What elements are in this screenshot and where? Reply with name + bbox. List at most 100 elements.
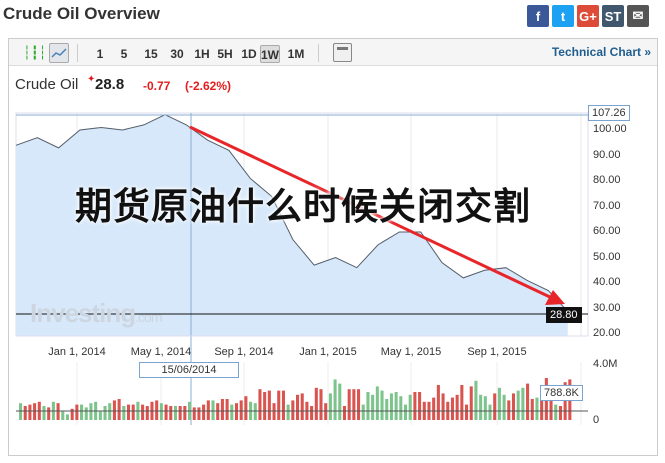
interval-1m[interactable]: 1M [287,47,305,61]
candlestick-icon[interactable]: ┆┇┆ [23,45,47,60]
interval-30[interactable]: 30 [170,47,184,61]
stocktwits-icon[interactable]: ST [602,5,624,27]
volume-bar [479,394,483,420]
line-chart-icon[interactable] [49,43,69,63]
volume-bar [281,390,285,420]
volume-bar [432,397,436,420]
crosshair-price-label: 107.26 [588,105,630,121]
volume-bar [47,407,51,420]
volume-bar [436,385,440,420]
volume-bar [511,393,516,420]
volume-bar [375,386,379,420]
volume-bar [418,392,422,420]
volume-bar [98,411,102,420]
volume-bar [42,406,46,420]
volume-bar [385,399,389,420]
volume-bar [450,397,454,420]
volume-bar [380,390,384,420]
volume-bar [117,399,121,420]
interval-1w[interactable]: 1W [260,45,280,63]
volume-last-label: 788.8K [540,385,583,401]
volume-bar [206,400,210,420]
volume-bar [399,396,403,420]
volume-bar [488,404,492,420]
interval-15[interactable]: 15 [144,47,158,61]
interval-1[interactable]: 1 [96,47,104,61]
volume-bar [155,400,159,420]
volume-bar [131,404,135,420]
volume-bar [558,406,562,420]
volume-bar [220,399,224,420]
volume-bar [272,403,276,420]
trend-arrow-head [545,290,565,305]
volume-bar [507,400,511,420]
volume-bar [267,390,271,420]
investing-watermark: Investing.com [30,298,162,329]
volume-bar [516,390,520,420]
volume-bar [469,386,473,420]
volume-bar [112,400,116,420]
volume-bar [169,406,173,420]
y-tick-label: 40.00 [593,276,621,288]
x-tick-label: Sep 1, 2014 [214,346,274,358]
twitter-icon[interactable]: t [552,5,574,27]
volume-bar [474,380,478,420]
y-tick-label: 20.00 [593,327,621,339]
volume-bar [540,386,544,420]
volume-bar [173,406,177,420]
volume-bar [352,389,356,420]
volume-bar [366,392,370,420]
price-change: -0.77 [143,79,171,93]
divider [77,44,78,62]
x-tick-label: Sep 1, 2015 [467,346,527,358]
volume-bar [291,400,295,420]
volume-axis-max: 4.0M [593,358,618,370]
facebook-icon[interactable]: f [527,5,549,27]
volume-axis-zero: 0 [593,414,600,426]
volume-bar [408,394,412,420]
volume-bar [89,403,93,420]
y-tick-label: 100.00 [593,123,627,135]
volume-bar [202,404,206,420]
volume-bar [389,393,393,420]
y-tick-label: 30.00 [593,301,621,314]
x-tick-label: May 1, 2014 [130,346,192,358]
volume-bar [28,404,32,420]
x-tick-label: May 1, 2015 [380,346,442,358]
volume-bar [493,393,497,420]
interval-5[interactable]: 5 [120,47,128,61]
volume-bar [145,406,149,420]
y-tick-label: 50.00 [593,250,621,263]
google-plus-icon[interactable]: G+ [577,5,599,27]
crosshair-date-label: 15/06/2014 [139,362,239,378]
volume-bar [286,404,290,420]
volume-bar [108,403,112,420]
volume-bar [324,403,328,420]
page-title: Crude Oil Overview [3,4,160,23]
volume-bar [535,397,539,420]
y-tick-label: 60.00 [593,225,621,237]
volume-bar [80,404,84,420]
technical-chart-link[interactable]: Technical Chart » [551,45,651,59]
volume-bar [70,408,74,420]
x-tick-label: Jan 1, 2015 [299,346,357,358]
volume-bar [211,400,215,420]
volume-bar [239,400,243,420]
interval-5h[interactable]: 5H [217,47,233,61]
volume-bar [103,406,107,420]
volume-bar [441,393,445,420]
volume-bar [413,392,417,420]
volume-bar [277,390,281,420]
interval-1d[interactable]: 1D [241,47,257,61]
mail-icon[interactable]: ✉ [627,5,649,27]
settings-panel-icon[interactable] [333,43,352,62]
volume-bar [455,394,459,420]
price-line [15,114,569,312]
interval-1h[interactable]: 1H [194,47,210,61]
volume-bar [563,382,567,420]
last-price: 28.8 [95,76,125,93]
volume-bar [338,383,342,420]
volume-bar [549,393,553,420]
last-price-label: 28.80 [546,307,582,323]
